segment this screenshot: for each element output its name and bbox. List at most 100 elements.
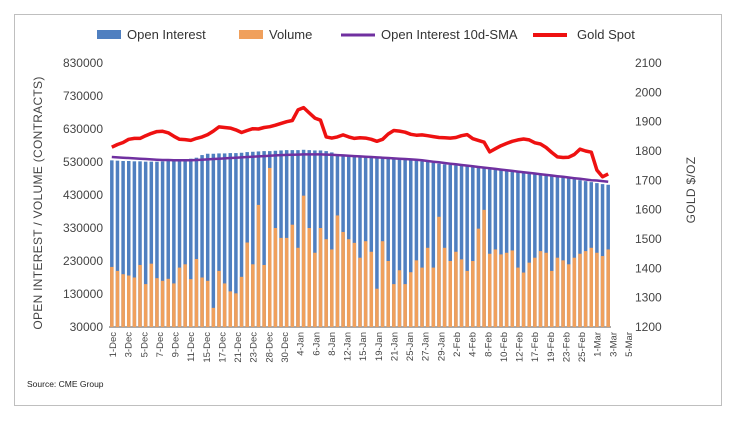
open-interest-bar [352, 156, 357, 327]
volume-bar [392, 284, 396, 327]
volume-bar [533, 257, 537, 327]
x-tick-label: 12-Jan [343, 332, 354, 361]
x-tick-label: 7-Dec [155, 332, 166, 358]
volume-bar [476, 228, 481, 327]
open-interest-bar [228, 153, 233, 327]
open-interest-bar [234, 153, 238, 327]
open-interest-bar [313, 150, 317, 327]
x-tick-label: 15-Jan [358, 332, 369, 361]
volume-bar [183, 264, 187, 327]
volume-bar [595, 252, 599, 327]
volume-bar [341, 231, 345, 327]
volume-bar [290, 224, 295, 327]
volume-bar [403, 284, 407, 327]
open-interest-bar [566, 178, 571, 327]
legend: Open Interest Volume Open Interest 10d-S… [97, 27, 635, 42]
open-interest-bar [166, 161, 170, 327]
right-tick-label: 1900 [635, 115, 662, 129]
x-tick-label: 23-Dec [249, 332, 260, 363]
volume-bar [284, 237, 289, 327]
open-interest-bar [251, 151, 255, 327]
volume-bar [465, 270, 469, 327]
open-interest-bar [239, 152, 244, 327]
volume-bar [318, 228, 323, 327]
volume-bar [516, 267, 520, 327]
open-interest-bar [375, 157, 379, 327]
volume-bar [296, 247, 300, 327]
right-tick-label: 1600 [635, 203, 662, 217]
x-tick-label: 3-Dec [124, 332, 135, 358]
open-interest-bar [177, 160, 182, 327]
volume-bar [335, 215, 340, 327]
volume-bar [324, 239, 328, 327]
open-interest-bar [538, 173, 543, 327]
right-tick-label: 1400 [635, 261, 662, 275]
volume-bar [409, 272, 413, 327]
volume-bar [499, 254, 503, 327]
volume-bar [115, 270, 120, 327]
open-interest-bar [110, 160, 114, 327]
right-tick-label: 1700 [635, 173, 662, 187]
volume-bar [228, 291, 233, 327]
sma-line [111, 153, 609, 184]
volume-bar [222, 283, 227, 327]
x-tick-label: 23-Feb [562, 332, 573, 362]
open-interest-bar [521, 171, 526, 327]
open-interest-bar [471, 166, 475, 327]
open-interest-bar [183, 159, 187, 327]
right-tick-label: 2000 [635, 85, 662, 99]
volume-bar [251, 264, 255, 327]
open-interest-bar [544, 174, 548, 327]
open-interest-bar [487, 169, 492, 327]
open-interest-bar [431, 162, 436, 327]
volume-bar [414, 260, 419, 327]
right-tick-label: 1800 [635, 144, 662, 158]
right-tick-label: 2100 [635, 56, 662, 70]
volume-bar [600, 256, 605, 327]
open-interest-bar [442, 164, 447, 327]
open-interest-bar [397, 158, 402, 327]
open-interest-bar [420, 161, 424, 327]
x-tick-label: 25-Jan [405, 332, 416, 361]
volume-bar [239, 276, 244, 327]
open-interest-bar [160, 161, 165, 327]
open-interest-bar [200, 155, 204, 327]
x-tick-label: 5-Mar [624, 332, 635, 357]
volume-bar [578, 253, 582, 327]
x-tick-label: 29-Jan [436, 332, 447, 361]
left-tick-label: 130000 [63, 287, 103, 301]
left-tick-label: 30000 [70, 320, 104, 334]
chart-svg: Open Interest Volume Open Interest 10d-S… [27, 27, 698, 389]
open-interest-bar [600, 184, 605, 327]
volume-bar [279, 237, 283, 327]
volume-bar [132, 277, 137, 327]
volume-bar [121, 274, 125, 327]
x-tick-label: 8-Jan [327, 332, 338, 356]
left-axis-ticks: 830000 730000 630000 530000 430000 330000 2300… [63, 56, 103, 334]
x-tick-label: 1-Mar [593, 332, 604, 357]
x-tick-label: 25-Feb [577, 332, 588, 362]
volume-bar [375, 288, 379, 327]
right-tick-label: 1500 [635, 232, 662, 246]
volume-bar [544, 252, 548, 327]
volume-bar [454, 251, 458, 327]
volume-bar [126, 275, 131, 327]
volume-bar [555, 257, 560, 327]
volume-bar [211, 307, 216, 327]
open-interest-bar [262, 151, 266, 327]
x-tick-label: 5-Dec [139, 332, 150, 358]
volume-bar [386, 261, 390, 327]
open-interest-bar [245, 152, 249, 327]
x-tick-label: 19-Jan [374, 332, 385, 361]
volume-bar [550, 270, 554, 327]
open-interest-bar [115, 160, 120, 327]
x-axis-ticks: 1-Dec 3-Dec 5-Dec 7-Dec 9-Dec 11-Dec 15-Dec 17-… [108, 332, 635, 363]
volume-bar [268, 167, 272, 327]
left-tick-label: 530000 [63, 155, 103, 169]
open-interest-bar [578, 180, 582, 327]
volume-bar [589, 247, 594, 327]
x-tick-label: 10-Feb [499, 332, 510, 362]
left-tick-label: 630000 [63, 122, 103, 136]
x-tick-label: 21-Dec [233, 332, 244, 363]
volume-bar [143, 284, 148, 327]
